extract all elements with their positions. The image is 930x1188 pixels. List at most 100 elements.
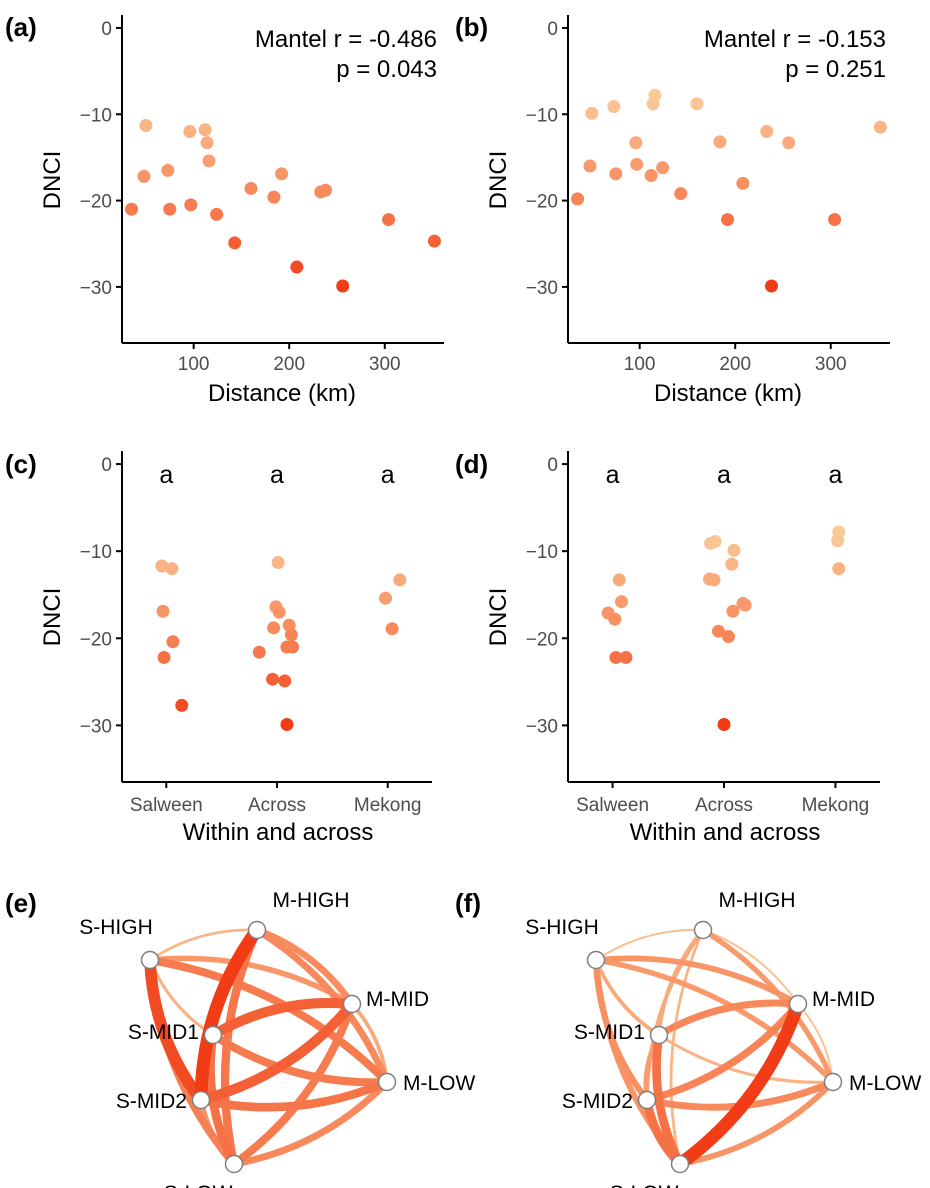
x-tick-label-c: Salween <box>130 795 203 816</box>
group-letter-d: a <box>717 461 731 489</box>
x-tick-label-b: 200 <box>719 354 751 375</box>
data-point-b <box>656 161 669 174</box>
data-point-d <box>615 595 628 608</box>
data-point-a <box>210 208 223 221</box>
data-point-d <box>722 630 735 643</box>
y-tick-label-b: −30 <box>526 278 558 299</box>
data-point-b <box>713 135 726 148</box>
data-point-a <box>137 170 150 183</box>
group-letter-c: a <box>270 461 284 489</box>
group-letter-d: a <box>606 461 620 489</box>
x-axis-title-a: Distance (km) <box>208 380 356 407</box>
network-node-label-f: M-MID <box>812 988 875 1011</box>
data-point-d <box>718 718 731 731</box>
x-tick-label-a: 200 <box>273 354 305 375</box>
data-point-c <box>393 573 406 586</box>
group-letter-c: a <box>381 461 395 489</box>
data-point-a <box>228 236 241 249</box>
data-point-b <box>648 89 661 102</box>
network-node-label-f: S-HIGH <box>525 916 599 939</box>
data-point-d <box>707 573 720 586</box>
network-node-label-e: M-MID <box>366 988 429 1011</box>
group-letter-c: a <box>159 461 173 489</box>
y-tick-label-c: −30 <box>80 716 112 737</box>
data-point-c <box>379 592 392 605</box>
data-point-b <box>721 213 734 226</box>
data-point-a <box>290 261 303 274</box>
data-point-a <box>202 154 215 167</box>
data-point-b <box>583 160 596 173</box>
data-point-b <box>607 100 620 113</box>
y-tick-label-d: −20 <box>526 629 558 650</box>
x-tick-label-c: Mekong <box>354 795 422 816</box>
data-point-c <box>273 606 286 619</box>
x-axis-title-b: Distance (km) <box>654 380 802 407</box>
y-tick-label-a: −10 <box>80 105 112 126</box>
data-point-a <box>125 203 138 216</box>
x-tick-label-b: 100 <box>624 354 656 375</box>
network-edges-layer <box>150 930 833 1164</box>
data-point-c <box>278 674 291 687</box>
y-tick-label-c: −10 <box>80 542 112 563</box>
data-point-b <box>571 192 584 205</box>
y-tick-label-b: −10 <box>526 105 558 126</box>
network-node-label-f: S-MID2 <box>562 1090 633 1113</box>
data-point-d <box>728 544 741 557</box>
data-point-c <box>280 718 293 731</box>
data-point-b <box>690 97 703 110</box>
panel-label-a: (a) <box>5 12 37 42</box>
y-axis-title-d: DNCI <box>485 588 512 647</box>
data-point-c <box>156 605 169 618</box>
data-point-d <box>608 613 621 626</box>
network-node-label-e: M-LOW <box>403 1072 476 1095</box>
data-point-d <box>613 573 626 586</box>
data-point-d <box>831 534 844 547</box>
data-point-a <box>161 164 174 177</box>
data-point-d <box>619 651 632 664</box>
data-point-b <box>629 136 642 149</box>
network-node-f <box>790 996 807 1013</box>
network-node-label-e: S-HIGH <box>79 916 153 939</box>
data-point-c <box>166 635 179 648</box>
x-tick-label-a: 300 <box>369 354 401 375</box>
x-axis-title-c: Within and across <box>183 819 374 846</box>
data-point-b <box>828 213 841 226</box>
network-node-label-e: S-MID1 <box>128 1021 199 1044</box>
y-tick-label-c: 0 <box>101 455 112 476</box>
data-point-a <box>201 136 214 149</box>
x-tick-label-d: Salween <box>576 795 649 816</box>
network-node-e <box>205 1027 222 1044</box>
data-point-a <box>244 182 257 195</box>
data-point-a <box>267 191 280 204</box>
mantel-p-text-b: p = 0.251 <box>785 56 886 83</box>
y-tick-label-a: −20 <box>80 192 112 213</box>
network-node-e <box>379 1074 396 1091</box>
mantel-r-text-b: Mantel r = -0.153 <box>704 26 886 53</box>
data-point-a <box>139 119 152 132</box>
data-point-b <box>630 158 643 171</box>
data-point-d <box>739 599 752 612</box>
network-node-e <box>249 922 266 939</box>
x-axis-title-d: Within and across <box>630 819 821 846</box>
y-tick-label-b: −20 <box>526 192 558 213</box>
panel-label-f: (f) <box>455 888 481 918</box>
group-letter-d: a <box>828 461 842 489</box>
data-point-c <box>286 640 299 653</box>
data-point-c <box>386 622 399 635</box>
network-node-label-f: M-LOW <box>849 1072 922 1095</box>
x-tick-label-d: Mekong <box>802 795 870 816</box>
y-tick-label-d: −10 <box>526 542 558 563</box>
data-point-c <box>266 673 279 686</box>
y-axis-title-c: DNCI <box>39 588 66 647</box>
data-point-a <box>275 167 288 180</box>
network-node-label-e: S-LOW <box>164 1182 233 1188</box>
x-tick-label-d: Across <box>695 795 753 816</box>
data-point-c <box>158 651 171 664</box>
data-point-c <box>272 556 285 569</box>
data-point-d <box>832 562 845 575</box>
mantel-r-text-a: Mantel r = -0.486 <box>255 26 437 53</box>
data-point-b <box>874 121 887 134</box>
y-tick-label-a: 0 <box>101 19 112 40</box>
data-point-b <box>645 169 658 182</box>
